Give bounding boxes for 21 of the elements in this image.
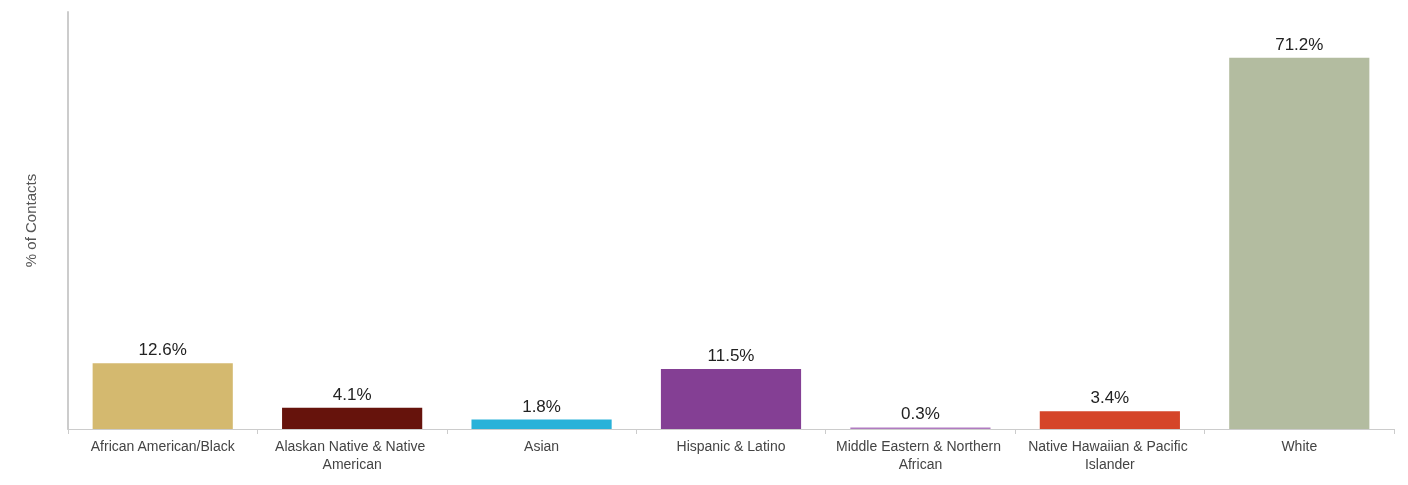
bar (471, 419, 612, 429)
data-label: 12.6% (138, 340, 187, 360)
x-tick-label: Hispanic & Latino (676, 438, 786, 454)
bar (660, 369, 802, 429)
data-label: 0.3% (901, 404, 940, 424)
data-label: 1.8% (522, 396, 561, 416)
x-tick-label: African American/Black (90, 438, 236, 454)
bar (92, 363, 233, 429)
x-tick-label: Asian (524, 438, 560, 454)
bar (1039, 411, 1180, 429)
data-label: 4.1% (332, 384, 372, 404)
data-label: 11.5% (707, 346, 755, 366)
data-label: 71.2% (1275, 34, 1324, 54)
data-label: 3.4% (1090, 388, 1130, 408)
y-axis-title: % of Contacts (22, 173, 39, 268)
bar (1229, 57, 1370, 429)
x-tick-label: White (1281, 438, 1318, 454)
x-tick-label: Alaskan Native & Native American (275, 438, 430, 472)
bar (282, 407, 423, 429)
x-tick-label: Native Hawaiian & Pacific Islander (1028, 438, 1192, 472)
x-tick-label: Middle Eastern & Northern African (836, 438, 1005, 472)
